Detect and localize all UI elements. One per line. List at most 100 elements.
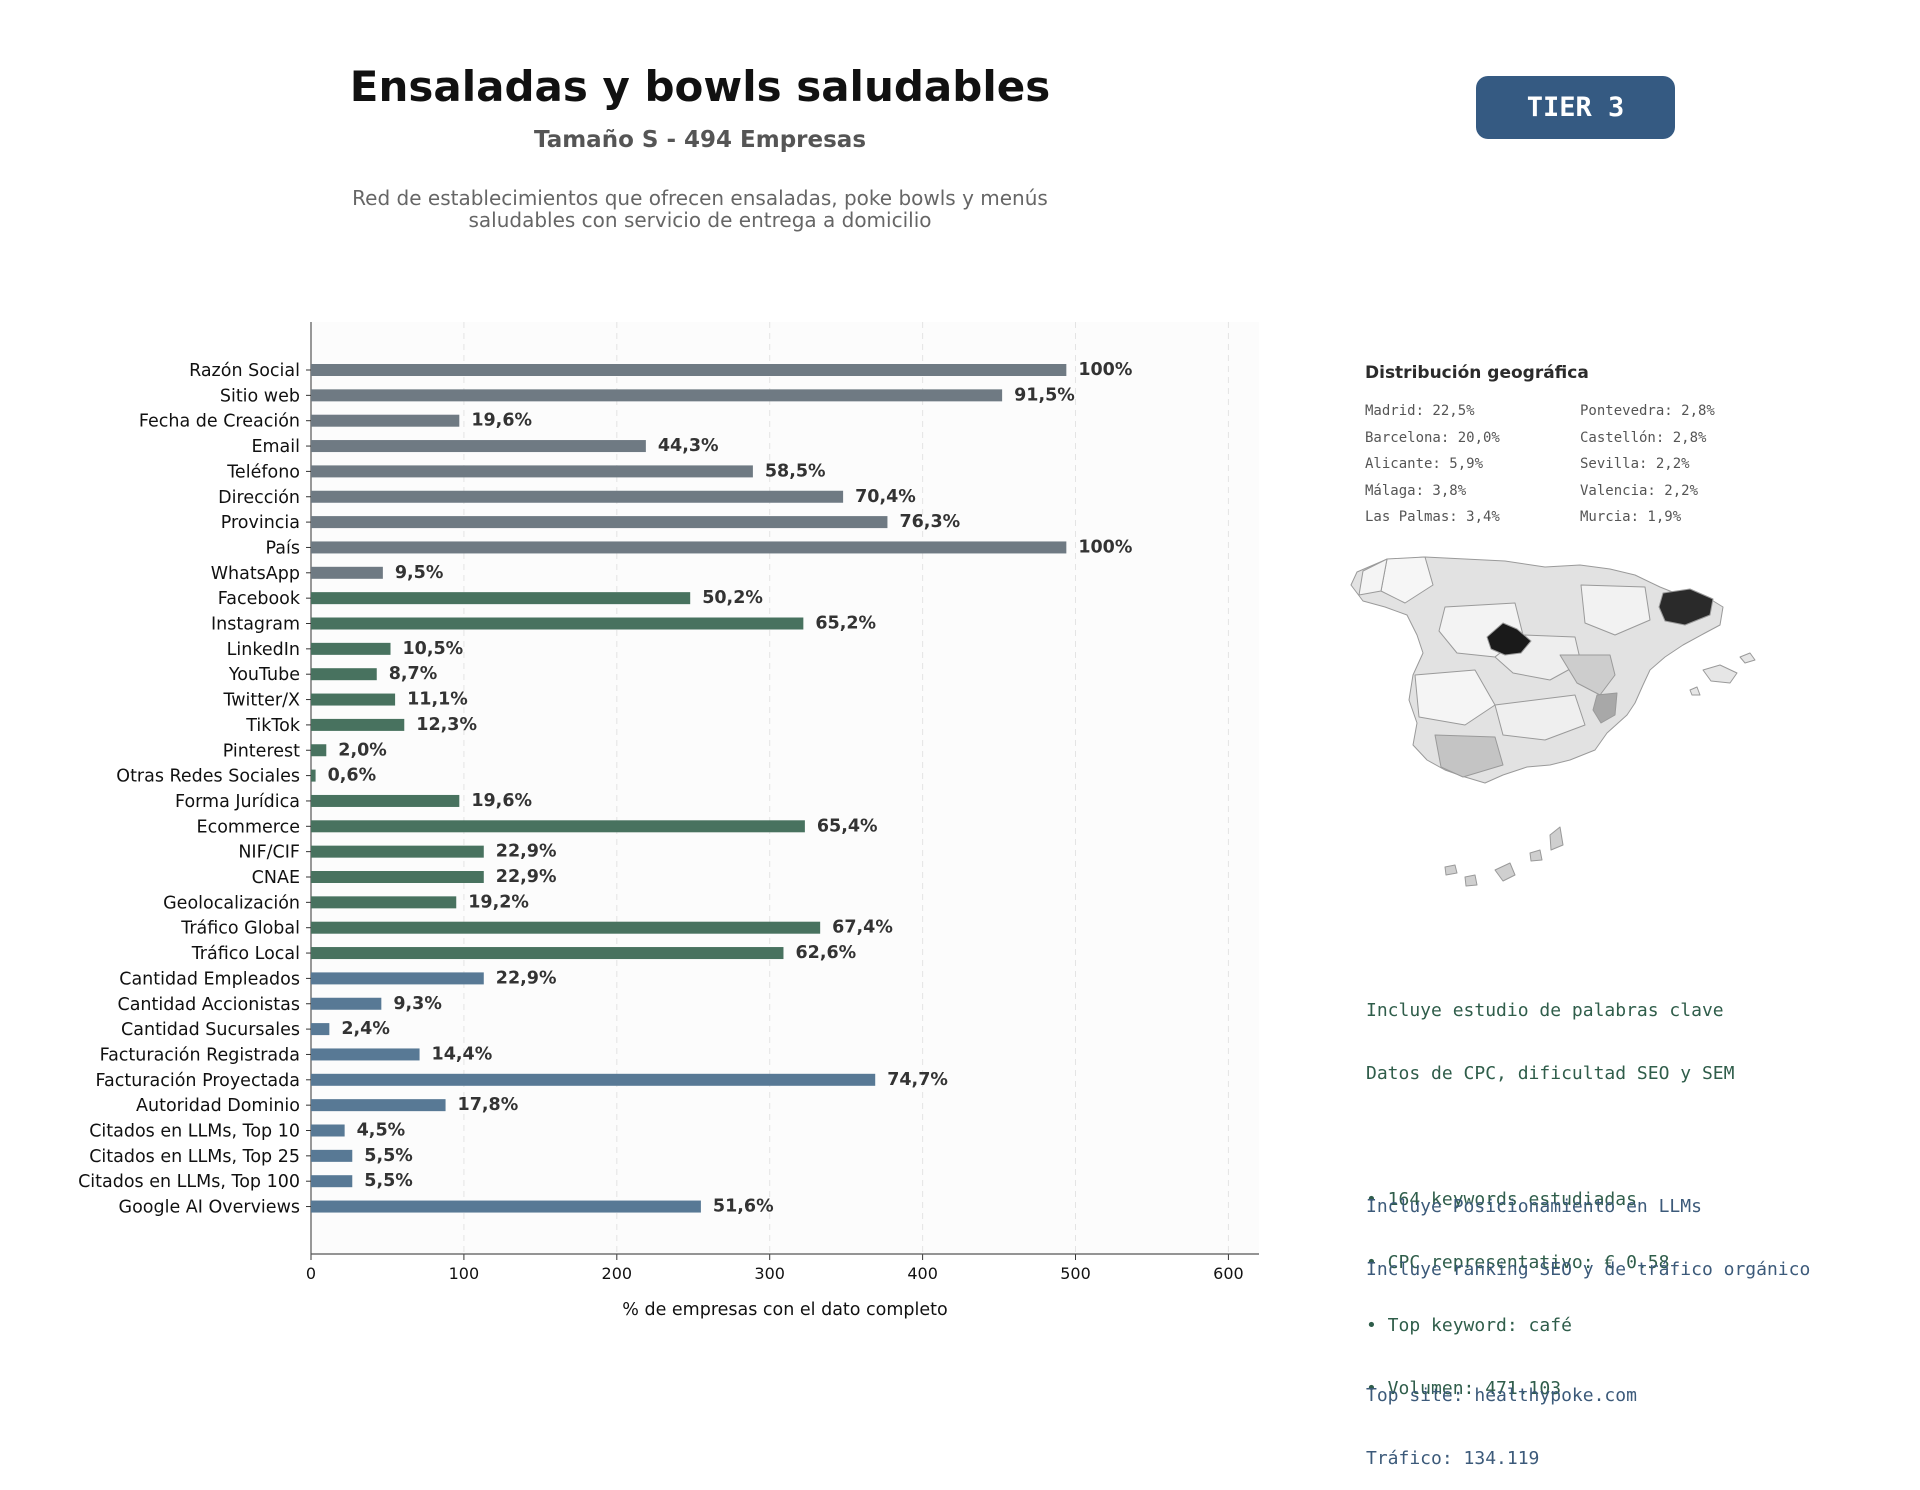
bar bbox=[311, 744, 327, 757]
bar bbox=[311, 566, 383, 579]
bar bbox=[311, 718, 405, 731]
data-label: 58,5% bbox=[765, 461, 826, 481]
keywords-line-1: Incluye estudio de palabras clave bbox=[1366, 1000, 1724, 1021]
category-label: Forma Jurídica bbox=[175, 792, 300, 812]
bar bbox=[311, 820, 805, 833]
data-label: 9,5% bbox=[395, 563, 444, 583]
bar bbox=[311, 1200, 701, 1213]
category-label: Twitter/X bbox=[222, 691, 300, 711]
description-line-1: Red de establecimientos que ofrecen ensa… bbox=[352, 186, 1048, 210]
bar bbox=[311, 440, 646, 453]
bar bbox=[311, 541, 1067, 554]
bar bbox=[311, 896, 457, 909]
bar-chart: 0 100 200 300 400 500 600 Razón Social 100% Sitio… bbox=[78, 322, 1259, 1320]
category-label: Cantidad Accionistas bbox=[117, 995, 300, 1015]
top-site: Top site: healthypoke.com bbox=[1366, 1385, 1637, 1406]
bar bbox=[311, 947, 784, 960]
bar bbox=[311, 465, 753, 478]
bar bbox=[311, 516, 888, 529]
data-label: 8,7% bbox=[389, 664, 438, 684]
bar bbox=[311, 1048, 420, 1061]
geo-item: Pontevedra: 2,8% bbox=[1580, 403, 1715, 419]
category-label: NIF/CIF bbox=[238, 843, 300, 863]
geo-item: Barcelona: 20,0% bbox=[1365, 429, 1500, 446]
geo-item: Murcia: 1,9% bbox=[1580, 509, 1682, 525]
bar bbox=[311, 972, 484, 985]
data-label: 0,6% bbox=[328, 766, 377, 786]
bar bbox=[311, 769, 316, 782]
bar bbox=[311, 592, 691, 605]
geo-item: Alicante: 5,9% bbox=[1365, 456, 1484, 472]
category-label: Facturación Registrada bbox=[100, 1045, 300, 1065]
data-label: 19,6% bbox=[471, 411, 532, 431]
data-label: 19,6% bbox=[471, 791, 532, 811]
bar bbox=[311, 389, 1003, 402]
geo-item: Castellón: 2,8% bbox=[1580, 429, 1707, 446]
x-tick-label: 0 bbox=[306, 1264, 316, 1283]
barcelona-region bbox=[1658, 588, 1714, 626]
data-label: 65,2% bbox=[815, 614, 876, 634]
data-label: 17,8% bbox=[458, 1095, 519, 1115]
data-label: 62,6% bbox=[795, 943, 856, 963]
geo-item: Málaga: 3,8% bbox=[1365, 482, 1467, 499]
x-tick-label: 500 bbox=[1060, 1264, 1091, 1283]
data-label: 67,4% bbox=[832, 918, 893, 938]
bar bbox=[311, 871, 484, 883]
data-label: 70,4% bbox=[855, 487, 916, 507]
description-line-2: saludables con servicio de entrega a dom… bbox=[468, 208, 932, 232]
bar bbox=[311, 1023, 330, 1036]
keywords-bullet: • Top keyword: café bbox=[1366, 1315, 1572, 1336]
data-label: 65,4% bbox=[817, 816, 878, 836]
category-label: Tráfico Local bbox=[191, 944, 300, 964]
description: Red de establecimientos que ofrecen ensa… bbox=[300, 187, 1100, 231]
region-shape bbox=[1414, 669, 1496, 726]
category-label: LinkedIn bbox=[227, 640, 300, 660]
x-axis-label: % de empresas con el dato completo bbox=[622, 1300, 947, 1320]
geo-item: Sevilla: 2,2% bbox=[1580, 456, 1690, 472]
bar bbox=[311, 668, 377, 681]
data-label: 100% bbox=[1078, 537, 1132, 557]
category-label: Citados en LLMs, Top 100 bbox=[78, 1172, 300, 1192]
alicante-region bbox=[1592, 692, 1618, 724]
category-label: Provincia bbox=[221, 513, 300, 533]
bar bbox=[311, 1073, 876, 1086]
top-site-traffic: Tráfico: 134.119 bbox=[1366, 1448, 1540, 1469]
category-label: TikTok bbox=[245, 716, 301, 736]
category-label: Citados en LLMs, Top 10 bbox=[89, 1122, 300, 1142]
bar bbox=[311, 1099, 446, 1112]
category-label: Ecommerce bbox=[197, 817, 300, 837]
data-label: 9,3% bbox=[393, 994, 442, 1014]
category-label: Tráfico Global bbox=[180, 919, 300, 939]
chart-subtitle: Tamaño S - 494 Empresas bbox=[533, 127, 867, 153]
geo-distribution-list: Madrid: 22,5% Pontevedra: 2,8% Barcelona… bbox=[1365, 398, 1805, 531]
data-label: 22,9% bbox=[496, 842, 557, 862]
geo-item: Valencia: 2,2% bbox=[1580, 482, 1699, 499]
category-label: CNAE bbox=[252, 868, 300, 888]
category-label: Pinterest bbox=[223, 741, 300, 761]
region-shape bbox=[1358, 558, 1388, 596]
category-label: Otras Redes Sociales bbox=[116, 767, 300, 787]
x-tick-label: 200 bbox=[602, 1264, 633, 1283]
data-label: 91,5% bbox=[1014, 385, 1075, 405]
data-label: 4,5% bbox=[357, 1121, 406, 1141]
data-label: 5,5% bbox=[364, 1146, 413, 1166]
keywords-bullet: • CPC representativo: € 0.58 bbox=[1366, 1252, 1670, 1273]
data-label: 44,3% bbox=[658, 436, 719, 456]
bar bbox=[311, 617, 804, 630]
category-label: Dirección bbox=[218, 488, 300, 508]
data-label: 11,1% bbox=[407, 690, 468, 710]
category-label: Email bbox=[251, 437, 300, 457]
region-shape bbox=[1559, 654, 1616, 696]
canary-islands bbox=[1444, 826, 1564, 887]
data-label: 2,4% bbox=[341, 1019, 390, 1039]
data-label: 12,3% bbox=[416, 715, 477, 735]
category-label: Fecha de Creación bbox=[139, 412, 300, 432]
data-label: 2,0% bbox=[338, 740, 387, 760]
data-label: 22,9% bbox=[496, 867, 557, 887]
category-label: Sitio web bbox=[220, 386, 300, 406]
category-label: Citados en LLMs, Top 25 bbox=[89, 1147, 300, 1167]
category-label: WhatsApp bbox=[211, 564, 300, 584]
category-label: Cantidad Empleados bbox=[119, 969, 300, 989]
region-shape bbox=[1580, 584, 1651, 636]
bar bbox=[311, 921, 821, 934]
